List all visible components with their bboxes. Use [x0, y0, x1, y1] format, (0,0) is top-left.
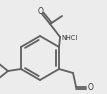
- Text: NHCl: NHCl: [61, 35, 77, 41]
- Text: O: O: [88, 83, 94, 92]
- Text: O: O: [38, 8, 44, 17]
